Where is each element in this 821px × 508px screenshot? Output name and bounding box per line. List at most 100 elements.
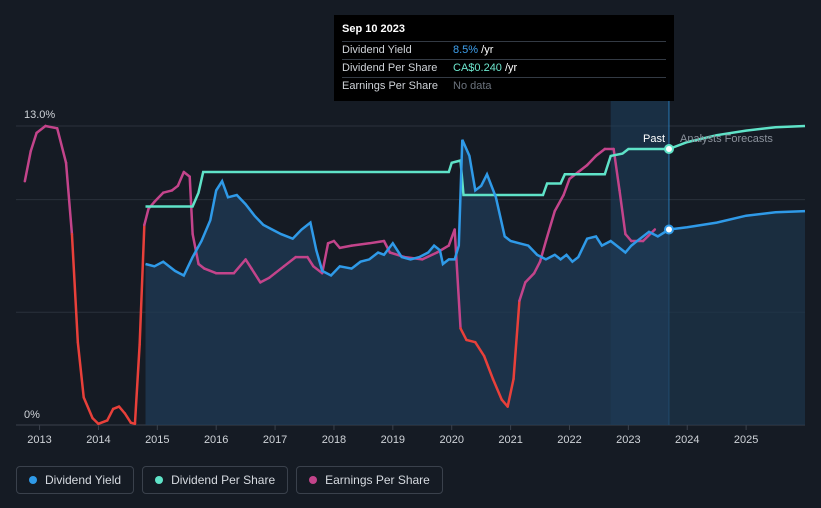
eps-line-segment <box>244 258 253 270</box>
eps-line-segment <box>232 258 247 275</box>
tooltip-value: 8.5% /yr <box>453 42 493 59</box>
eps-line-segment <box>553 193 565 213</box>
eps-line-segment <box>332 239 342 250</box>
eps-line-segment <box>153 191 165 204</box>
past-label: Past <box>643 133 665 145</box>
eps-line-segment <box>29 131 38 153</box>
tooltip-value: CA$0.240 /yr <box>453 60 517 77</box>
tooltip-label: Dividend Per Share <box>342 62 438 74</box>
eps-line-segment <box>518 281 527 303</box>
eps-line-segment <box>82 396 94 420</box>
tooltip-date: Sep 10 2023 <box>342 23 405 35</box>
eps-line-segment <box>641 228 657 243</box>
x-tick-label: 2025 <box>734 434 758 446</box>
eps-line-segment <box>76 340 85 399</box>
eps-line-segment <box>176 170 186 188</box>
x-tick-label: 2017 <box>263 434 287 446</box>
eps-line-segment <box>306 255 315 268</box>
eps-line-segment <box>138 223 146 346</box>
eps-line-segment <box>382 239 392 254</box>
eps-line-segment <box>312 265 324 275</box>
x-tick-label: 2020 <box>439 434 463 446</box>
eps-line-segment <box>91 416 100 426</box>
forecast-label: Analysts Forecasts <box>680 133 773 145</box>
x-tick-label: 2014 <box>86 434 110 446</box>
dividend-per-share-forecast-line <box>668 124 806 151</box>
tooltip-label: Dividend Yield <box>342 44 412 56</box>
eps-line-segment <box>577 163 589 174</box>
dividend-per-share-line <box>145 147 669 208</box>
dividend-yield-area <box>145 139 669 426</box>
eps-line-segment <box>618 189 627 236</box>
x-axis-ticks: 2013 2014 2015 2016 2017 2018 2019 2020 2021 2022… <box>27 425 758 446</box>
eps-line-segment <box>203 267 218 275</box>
y-axis-top-label: 13.0% <box>24 109 55 121</box>
eps-line-segment <box>474 340 486 358</box>
area-layer <box>145 100 805 426</box>
eps-line-segment <box>250 267 262 284</box>
tooltip-value-unit: /yr <box>501 62 518 74</box>
dividend-yield-line <box>145 139 670 278</box>
legend-label: Dividend Yield <box>45 473 122 487</box>
eps-line-segment <box>338 244 353 250</box>
eps-line-segment <box>55 127 68 165</box>
eps-line-segment <box>491 377 504 401</box>
tooltip-value-number: 8.5% <box>453 44 479 56</box>
eps-line-segment <box>624 232 633 243</box>
x-tick-label: 2021 <box>498 434 522 446</box>
legend-item-dividend-per-share[interactable]: Dividend Per Share <box>142 466 289 494</box>
x-tick-label: 2022 <box>557 434 581 446</box>
eps-line-segment <box>453 228 462 330</box>
legend-item-dividend-yield[interactable]: Dividend Yield <box>16 466 135 494</box>
legend-label: Dividend Per Share <box>171 473 276 487</box>
eps-line-segment <box>117 405 127 415</box>
eps-line-segment <box>70 232 80 344</box>
eps-line-segment <box>161 189 174 194</box>
eps-line-segment <box>482 354 495 381</box>
eps-line-segment <box>421 251 439 261</box>
eps-line-segment <box>123 412 133 424</box>
eps-line-segment <box>259 276 271 284</box>
eps-line-segment <box>133 343 141 426</box>
eps-line-segment <box>459 327 468 342</box>
dividend-chart: 2013 2014 2015 2016 2017 2018 2019 2020 2021 2022… <box>16 100 806 446</box>
legend-dot-icon <box>309 476 318 484</box>
legend-label: Earnings Per Share <box>325 473 430 487</box>
eps-line-segment <box>562 177 571 197</box>
eps-line-segment <box>465 338 477 344</box>
eps-line-segment <box>282 255 297 268</box>
eps-line-segment <box>512 299 521 381</box>
eps-line-segment <box>524 271 536 284</box>
x-tick-label: 2024 <box>675 434 699 446</box>
eps-line-segment <box>350 242 371 247</box>
dividend-yield-forecast-area <box>669 211 805 425</box>
eps-line-segment <box>23 150 32 183</box>
x-tick-label: 2018 <box>322 434 346 446</box>
eps-line-segment <box>320 242 330 275</box>
eps-line-segment <box>544 209 557 243</box>
eps-line-segment <box>506 377 515 408</box>
line-layer <box>23 124 806 426</box>
x-tick-label: 2019 <box>381 434 405 446</box>
eps-line-segment <box>44 124 59 130</box>
tooltip-row-earnings-per-share: Earnings Per Share No data <box>342 77 666 95</box>
eps-line-segment <box>273 265 286 275</box>
tooltip: Sep 10 2023 Dividend Yield 8.5% /yr Divi… <box>334 15 674 101</box>
dividend-per-share-marker <box>663 144 674 154</box>
y-axis-bottom-label: 0% <box>24 409 40 421</box>
legend-dot-icon <box>29 476 37 484</box>
eps-line-segment <box>532 260 542 275</box>
eps-line-segment <box>191 232 200 266</box>
legend-dot-icon <box>155 476 164 484</box>
tooltip-value-number: CA$0.240 <box>453 62 502 74</box>
eps-line-segment <box>64 161 74 236</box>
eps-line-segment <box>35 124 47 135</box>
eps-line-segment <box>585 154 598 167</box>
eps-line-segment <box>106 407 115 422</box>
tooltip-row-dividend-yield: Dividend Yield 8.5% /yr <box>342 41 666 59</box>
tooltip-value-unit: /yr <box>478 44 494 56</box>
x-tick-label: 2023 <box>616 434 640 446</box>
legend: Dividend Yield Dividend Per Share Earnin… <box>16 466 443 494</box>
x-tick-label: 2016 <box>204 434 228 446</box>
legend-item-earnings-per-share[interactable]: Earnings Per Share <box>296 466 443 494</box>
